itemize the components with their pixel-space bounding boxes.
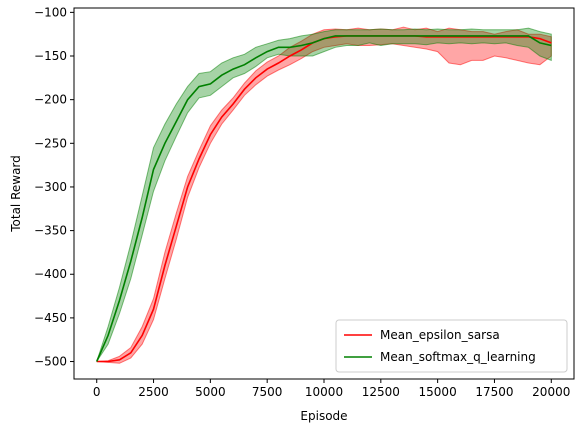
x-tick-label: 17500	[475, 385, 513, 399]
line-series-1	[95, 35, 552, 362]
x-tick-label: 20000	[532, 385, 570, 399]
x-tick-label: 12500	[362, 385, 400, 399]
x-tick-label: 0	[93, 385, 101, 399]
x-tick-label: 5000	[195, 385, 226, 399]
y-tick-label: −300	[34, 180, 67, 194]
y-axis-ticks: −500 −450 −400 −350 −300 −250 −200 −150 −100	[34, 5, 74, 369]
y-tick-label: −100	[34, 5, 67, 19]
band-series-1	[96, 27, 552, 362]
x-tick-label: 2500	[138, 385, 169, 399]
series-lines	[95, 35, 552, 363]
line-series-0	[96, 35, 552, 363]
x-axis-ticks: 0 2500 5000 7500 10000 12500 15000 17500 20000	[93, 379, 570, 399]
x-tick-label: 7500	[252, 385, 283, 399]
legend-box	[335, 319, 568, 373]
x-tick-label: 10000	[305, 385, 343, 399]
y-tick-label: −400	[34, 267, 67, 281]
x-tick-label: 15000	[419, 385, 457, 399]
x-axis-label: Episode	[300, 409, 347, 423]
band-series-0	[96, 26, 552, 364]
legend: Mean_epsilon_sarsa Mean_softmax_q_learnin…	[335, 319, 568, 373]
y-tick-label: −250	[34, 136, 67, 150]
y-tick-label: −150	[34, 49, 67, 63]
y-tick-label: −500	[34, 355, 67, 369]
y-tick-label: −350	[34, 224, 67, 238]
y-tick-label: −200	[34, 93, 67, 107]
y-tick-label: −450	[34, 311, 67, 325]
confidence-bands	[96, 26, 552, 364]
legend-label-0: Mean_epsilon_sarsa	[380, 328, 500, 342]
y-axis-label: Total Reward	[9, 155, 23, 233]
legend-label-1: Mean_softmax_q_learning	[380, 350, 536, 364]
